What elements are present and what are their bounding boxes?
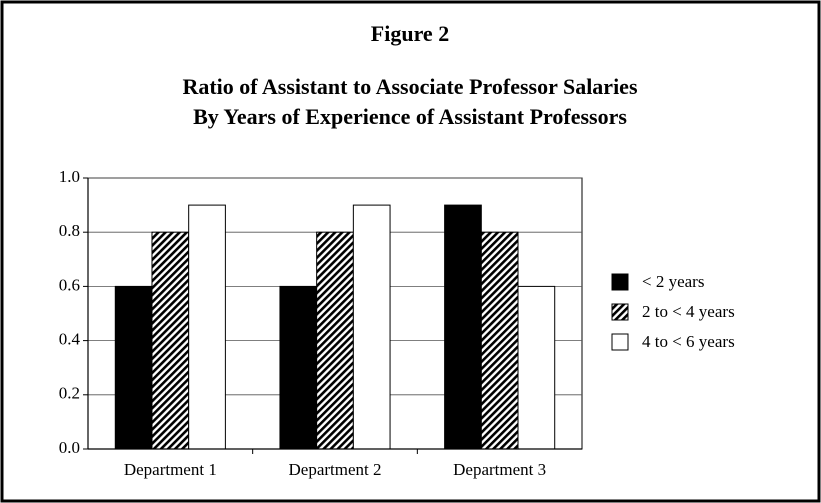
bar: [188, 204, 226, 450]
bar: [352, 204, 391, 450]
legend-label: < 2 years: [642, 272, 704, 291]
bar: [279, 285, 318, 450]
legend-swatch: [611, 333, 629, 351]
y-tick-label: 0.0: [59, 438, 80, 457]
y-tick-label: 1.0: [59, 167, 80, 186]
legend-swatch: [611, 303, 629, 321]
chart-subtitle: By Years of Experience of Assistant Prof…: [193, 104, 627, 129]
bar: [517, 285, 556, 450]
x-tick-label: Department 2: [289, 460, 382, 479]
legend-label: 2 to < 4 years: [642, 302, 735, 321]
y-tick-label: 0.6: [59, 275, 80, 294]
bar: [316, 231, 354, 450]
y-tick-label: 0.2: [59, 384, 80, 403]
legend-swatch: [611, 273, 629, 291]
y-tick-label: 0.4: [59, 330, 81, 349]
bar: [151, 231, 190, 450]
y-tick-label: 0.8: [59, 221, 80, 240]
bar: [444, 204, 482, 450]
x-tick-label: Department 3: [453, 460, 546, 479]
legend-label: 4 to < 6 years: [642, 332, 735, 351]
bar: [480, 231, 519, 450]
x-tick-label: Department 1: [124, 460, 217, 479]
chart-subtitle: Ratio of Assistant to Associate Professo…: [182, 74, 637, 99]
bar: [114, 285, 153, 450]
chart-title: Figure 2: [371, 21, 449, 46]
